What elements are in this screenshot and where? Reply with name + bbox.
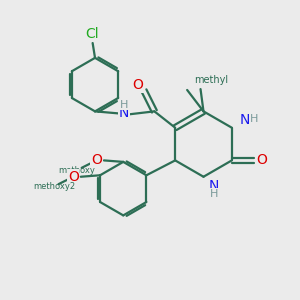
Text: N: N [118, 106, 129, 120]
Text: O: O [256, 153, 267, 167]
Text: H: H [210, 189, 218, 199]
Text: N: N [209, 179, 219, 193]
Text: H: H [250, 114, 258, 124]
Text: methoxy2: methoxy2 [33, 182, 75, 191]
Text: H: H [120, 100, 128, 110]
Text: O: O [91, 153, 102, 167]
Text: O: O [68, 170, 79, 184]
Text: Cl: Cl [85, 27, 99, 41]
Text: O: O [132, 78, 143, 92]
Text: N: N [240, 113, 250, 127]
Text: methyl: methyl [194, 75, 228, 85]
Text: methoxy: methoxy [59, 166, 96, 175]
